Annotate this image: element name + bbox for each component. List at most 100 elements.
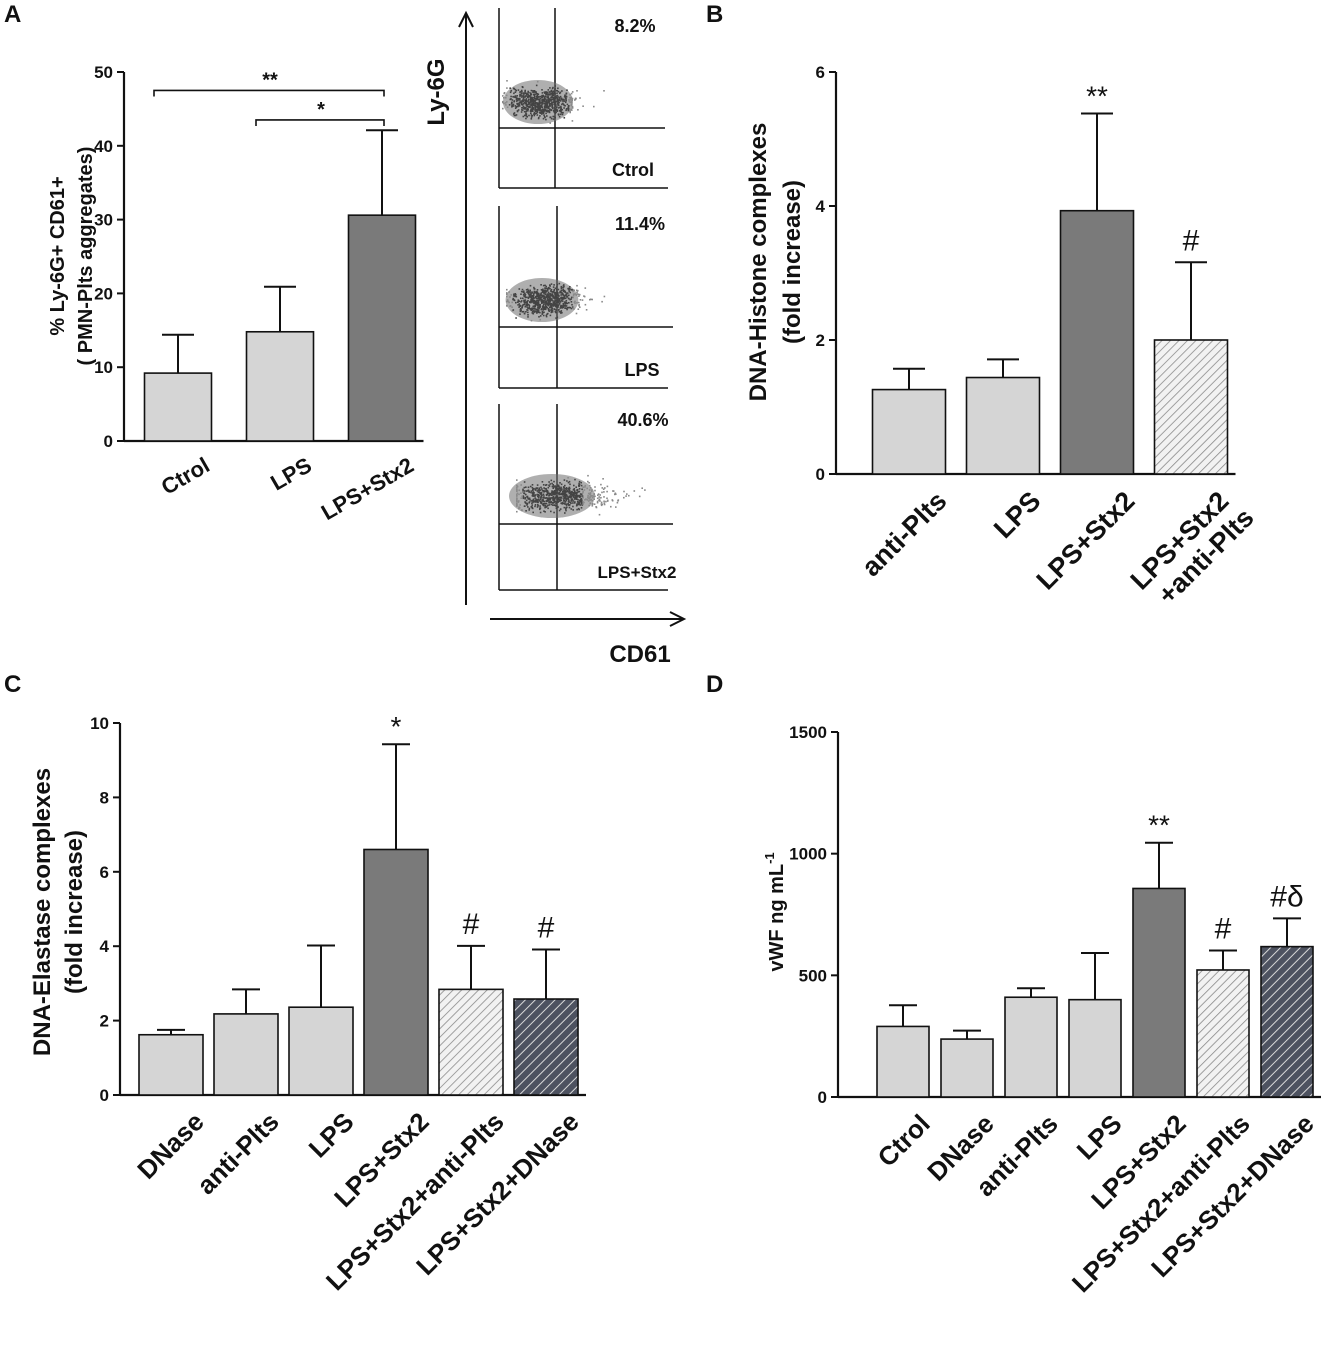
flow-dot xyxy=(549,91,551,93)
flow-dot xyxy=(541,101,544,104)
flow-dot xyxy=(561,108,563,111)
flow-dot xyxy=(551,95,553,98)
flow-dot xyxy=(551,91,554,93)
flow-dot xyxy=(523,312,526,315)
flow-dot xyxy=(530,500,533,502)
flow-dot xyxy=(514,293,517,295)
flow-dot xyxy=(570,499,572,502)
flow-dot xyxy=(562,502,565,504)
flow-dot xyxy=(556,484,559,486)
flow-dot xyxy=(577,495,580,497)
flow-dot xyxy=(563,284,565,286)
flow-dot xyxy=(514,107,517,109)
flow-dot xyxy=(543,308,545,311)
flow-dot xyxy=(526,302,528,305)
flow-dot xyxy=(514,88,517,91)
flow-dot xyxy=(540,292,543,294)
flow-dot xyxy=(547,304,550,307)
flow-dot xyxy=(528,305,531,307)
flow-dot xyxy=(520,102,523,105)
flow-plot-lps: 11.4% LPS xyxy=(498,206,673,389)
flow-dot xyxy=(552,286,555,288)
flow-dot xyxy=(503,92,506,94)
flow-dot xyxy=(573,488,576,490)
flow-dot xyxy=(521,305,523,307)
flow-dot xyxy=(555,502,557,504)
flow-dot xyxy=(526,504,528,506)
flow-dot xyxy=(587,497,590,500)
flow-dot xyxy=(512,105,514,107)
flow-dot xyxy=(524,501,527,504)
flow-dot xyxy=(533,310,536,313)
flow-dot xyxy=(541,289,544,292)
flow-dot xyxy=(549,499,552,501)
flow-dot xyxy=(568,302,570,304)
flow-dot xyxy=(553,96,555,99)
flow-dot xyxy=(520,92,523,95)
flow-dot xyxy=(524,301,527,303)
flow-dot xyxy=(565,503,568,505)
flow-dot xyxy=(558,115,561,118)
flow-dot xyxy=(538,307,540,310)
flow-dot xyxy=(548,299,551,301)
flow-dot xyxy=(563,490,566,492)
flow-dot xyxy=(517,304,519,306)
flow-dot xyxy=(550,98,553,101)
flow-dot xyxy=(527,289,530,292)
flow-dot xyxy=(542,108,545,111)
flow-dot xyxy=(520,96,523,98)
flow-dot xyxy=(568,290,570,292)
flow-dot xyxy=(567,292,569,294)
flow-dot xyxy=(547,504,549,507)
flow-dot xyxy=(521,107,523,109)
flow-dot xyxy=(551,494,554,496)
flow-dot xyxy=(581,299,584,301)
flow-dot xyxy=(546,293,549,296)
flow-dot xyxy=(557,500,560,503)
flow-dot xyxy=(593,493,595,495)
flow-dot xyxy=(576,508,578,511)
flow-dot xyxy=(547,295,550,298)
flow-dot xyxy=(600,496,602,499)
flow-dot xyxy=(558,99,561,102)
flow-dot xyxy=(550,510,552,513)
flow-dot xyxy=(532,104,535,107)
flow-dot xyxy=(517,105,519,108)
flow-dot xyxy=(564,484,566,487)
flow-dot xyxy=(555,111,557,113)
flow-dot xyxy=(553,486,555,489)
flow-dot xyxy=(574,293,576,295)
flow-dot xyxy=(560,497,563,499)
flow-dot xyxy=(537,310,540,312)
flow-dot xyxy=(510,95,512,98)
flow-dot xyxy=(557,288,560,291)
flow-dot xyxy=(568,294,570,297)
flow-dot xyxy=(551,107,554,109)
flow-dot xyxy=(540,294,542,297)
flow-dot xyxy=(536,108,539,111)
flow-dot xyxy=(572,496,575,498)
flow-dot xyxy=(523,299,525,302)
bar xyxy=(876,1025,930,1098)
flow-dot xyxy=(572,502,574,504)
flow-dot xyxy=(544,304,547,306)
flow-dot xyxy=(570,289,572,291)
flow-dot xyxy=(602,478,604,480)
flow-dot xyxy=(591,505,594,507)
flow-dot xyxy=(539,311,541,314)
flow-dot xyxy=(540,300,543,303)
flow-dot xyxy=(515,97,518,99)
flow-dot xyxy=(513,294,516,297)
flow-dot xyxy=(533,305,535,308)
flow-dot xyxy=(522,97,525,99)
flow-dot xyxy=(521,109,523,111)
flow-dot xyxy=(553,109,555,112)
flow-dot xyxy=(562,304,565,306)
flow-dot xyxy=(600,503,603,505)
flow-dot xyxy=(533,300,536,303)
flow-dot xyxy=(560,502,562,505)
flow-dot xyxy=(558,498,560,501)
flow-dot xyxy=(574,494,576,497)
flow-dot xyxy=(553,499,556,501)
